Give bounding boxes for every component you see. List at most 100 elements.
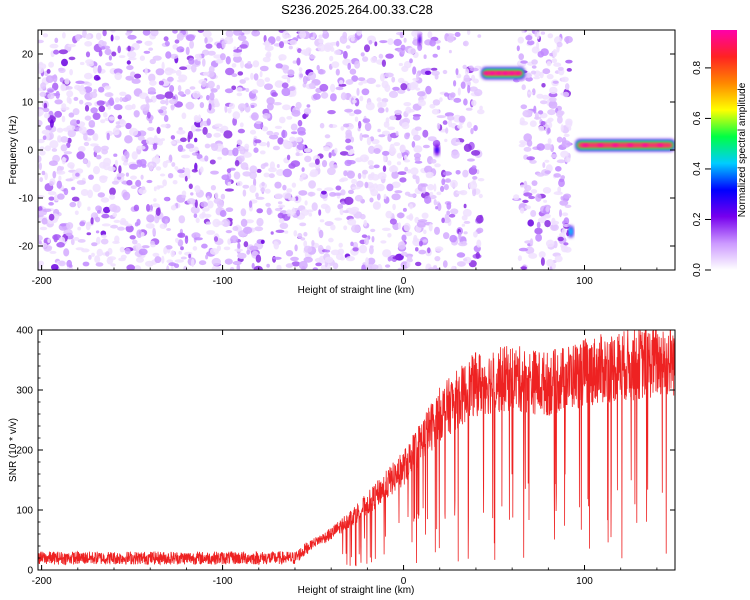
heatmap-cell bbox=[547, 127, 551, 134]
heatmap-cell bbox=[555, 166, 562, 172]
heatmap-cell bbox=[525, 35, 533, 41]
heatmap-cell bbox=[476, 227, 484, 234]
heatmap-cell bbox=[76, 180, 86, 185]
heatmap-cell bbox=[312, 32, 316, 38]
heatmap-cell bbox=[286, 188, 293, 193]
heatmap-cell bbox=[60, 83, 67, 92]
heatmap-cell bbox=[386, 183, 394, 192]
heatmap-cell bbox=[264, 45, 274, 52]
heatmap-cell bbox=[303, 240, 308, 248]
heatmap-cell bbox=[282, 30, 289, 40]
heatmap-cell bbox=[185, 64, 192, 70]
heatmap-cell bbox=[368, 40, 373, 45]
heatmap-cell bbox=[549, 86, 558, 95]
heatmap-cell bbox=[196, 154, 203, 160]
heatmap-cell bbox=[383, 121, 390, 128]
heatmap-cell bbox=[356, 30, 362, 36]
heatmap-cell bbox=[531, 59, 538, 65]
heatmap-cell bbox=[366, 137, 372, 146]
heatmap-cell bbox=[411, 141, 416, 148]
heatmap-cell bbox=[403, 102, 412, 107]
heatmap-cell bbox=[354, 60, 361, 69]
heatmap-cell bbox=[145, 260, 154, 267]
heatmap-cell bbox=[48, 160, 58, 166]
heatmap-cell bbox=[288, 197, 296, 202]
heatmap-cell bbox=[367, 257, 376, 265]
heatmap-cell bbox=[114, 35, 120, 41]
heatmap-cell bbox=[542, 187, 552, 194]
heatmap-cell bbox=[461, 215, 468, 221]
heatmap-cell bbox=[559, 200, 569, 206]
heatmap-cell bbox=[526, 139, 533, 147]
heatmap-cell bbox=[442, 69, 448, 75]
heatmap-cell bbox=[180, 246, 184, 251]
heatmap-cell bbox=[442, 260, 448, 268]
heatmap-cell bbox=[560, 150, 569, 158]
heatmap-cell bbox=[338, 83, 347, 87]
heatmap-cell bbox=[234, 160, 240, 167]
heatmap-cell bbox=[81, 248, 90, 253]
heatmap-cell bbox=[350, 36, 355, 42]
heatmap-cell bbox=[61, 115, 66, 123]
heatmap-cell bbox=[206, 132, 212, 139]
heatmap-cell bbox=[91, 242, 98, 247]
heatmap-cell bbox=[47, 89, 54, 93]
colorbar-tick-label: 0.0 bbox=[692, 263, 703, 277]
heatmap-cell bbox=[216, 200, 224, 209]
heatmap-cell bbox=[277, 212, 284, 219]
heatmap-cell bbox=[52, 234, 62, 241]
heatmap-cell bbox=[312, 267, 318, 270]
heatmap-cell bbox=[347, 62, 352, 70]
heatmap-cell bbox=[129, 163, 138, 170]
snr-series-line bbox=[38, 330, 675, 567]
heatmap-cell bbox=[180, 256, 187, 260]
heatmap-cell bbox=[389, 143, 395, 153]
heatmap-cell bbox=[193, 146, 199, 153]
heatmap-cell bbox=[350, 241, 354, 247]
heatmap-cell bbox=[549, 97, 557, 102]
heatmap-cell bbox=[559, 209, 562, 218]
heatmap-cell bbox=[40, 82, 47, 90]
heatmap-cell bbox=[110, 263, 116, 267]
heatmap-cell bbox=[185, 34, 195, 42]
colorbar: 0.0 0.2 0.4 0.6 0.8 Normalized spectral ampl… bbox=[692, 30, 748, 277]
heatmap-cell bbox=[450, 208, 459, 215]
heatmap-cell bbox=[385, 53, 394, 59]
heatmap-cell bbox=[536, 221, 541, 229]
heatmap-cell bbox=[202, 126, 208, 135]
heatmap-cell bbox=[140, 174, 144, 180]
heatmap-cell bbox=[194, 128, 202, 132]
heatmap-cell bbox=[370, 188, 379, 197]
heatmap-cell bbox=[184, 88, 191, 95]
heatmap-cell bbox=[73, 96, 79, 101]
heatmap-cell bbox=[103, 112, 108, 118]
heatmap-cell bbox=[101, 223, 111, 227]
heatmap-cell bbox=[349, 68, 357, 75]
heatmap-cell bbox=[177, 85, 182, 92]
heatmap-cell bbox=[167, 173, 174, 179]
heatmap-cell bbox=[227, 181, 232, 186]
heatmap-cell bbox=[369, 246, 374, 255]
heatmap-cell bbox=[109, 187, 116, 196]
heatmap-cell bbox=[541, 215, 551, 219]
heatmap-cell bbox=[552, 80, 559, 84]
heatmap-y-axis: 20 10 0 -10 -20 bbox=[19, 29, 675, 271]
heatmap-cell bbox=[104, 85, 111, 90]
heatmap-cell bbox=[468, 181, 478, 190]
heatmap-cell bbox=[274, 125, 282, 129]
heatmap-cell bbox=[268, 173, 275, 179]
heatmap-cell bbox=[526, 40, 535, 46]
heatmap-cell bbox=[160, 106, 167, 111]
heatmap-cell bbox=[352, 99, 357, 104]
heatmap-cell bbox=[188, 253, 192, 259]
heatmap-cell bbox=[364, 44, 370, 53]
heatmap-cell bbox=[49, 181, 54, 186]
heatmap-cell bbox=[392, 256, 399, 260]
heatmap-cell bbox=[387, 38, 394, 45]
heatmap-cell bbox=[242, 184, 250, 189]
heatmap-cell bbox=[424, 70, 432, 76]
heatmap-cell bbox=[113, 68, 123, 75]
heatmap-cell bbox=[396, 161, 402, 166]
heatmap-cell bbox=[297, 232, 303, 239]
heatmap-cell bbox=[546, 61, 552, 67]
